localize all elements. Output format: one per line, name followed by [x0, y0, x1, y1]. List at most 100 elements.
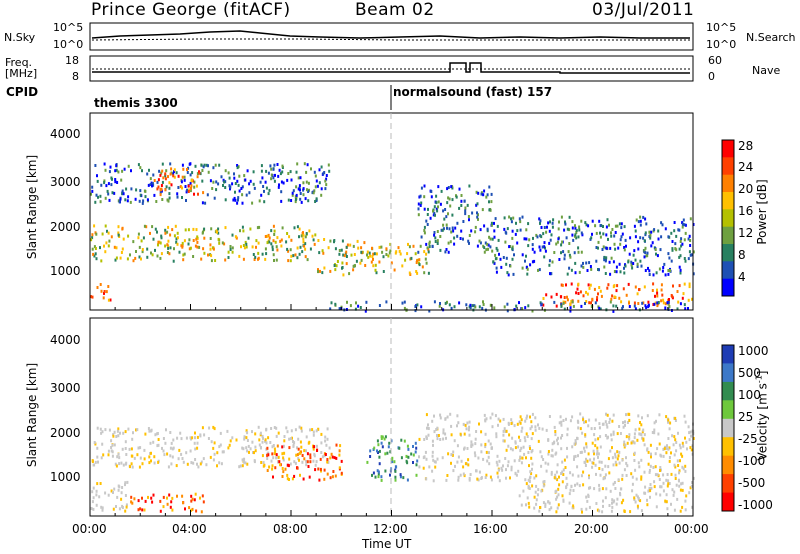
velocity-cbar-tick: -25 [738, 432, 758, 446]
colorbar-swatch [722, 209, 734, 228]
scatter-region-2 [130, 492, 205, 514]
power-colorbar-label: Power [dB] [755, 179, 769, 245]
scatter-region-5 [366, 242, 430, 276]
velocity-ytick: 3000 [50, 381, 81, 395]
scatter-region-1 [153, 167, 205, 197]
velocity-panel [90, 412, 695, 514]
x-tick: 12:00 [373, 522, 408, 536]
power-cbar-tick: 16 [738, 204, 754, 218]
x-tick: 20:00 [574, 522, 609, 536]
velocity-cbar-tick: -100 [738, 454, 766, 468]
colorbar-swatch [722, 381, 734, 401]
colorbar-swatch [722, 140, 734, 158]
scatter-region-5 [418, 412, 695, 483]
power-cbar-tick: 4 [738, 270, 746, 284]
power-ytick: 1000 [50, 264, 81, 278]
x-tick: 04:00 [172, 522, 207, 536]
colorbar-swatch [722, 261, 734, 280]
power-colorbar [721, 139, 735, 297]
freq-left-label-1: Freq. [5, 56, 33, 69]
noise-right-label: N.Search [746, 31, 796, 44]
colorbar-swatch [722, 157, 734, 176]
cpid-label: CPID [6, 85, 39, 99]
freq-right-tick-top: 60 [708, 54, 722, 67]
velocity-cbar-tick: -1000 [738, 498, 773, 512]
scatter-region-0 [91, 425, 331, 469]
colorbar-swatch [722, 244, 734, 262]
x-tick: 00:00 [72, 522, 107, 536]
beam-label: Beam 02 [355, 0, 435, 20]
freq-right-tick-bottom: 0 [708, 70, 715, 83]
x-tick: 00:00 [674, 522, 709, 536]
axis-ticks [89, 304, 694, 516]
velocity-cbar-tick: 100 [738, 388, 761, 402]
velocity-cbar-tick: -500 [738, 476, 766, 490]
velocity-colorbar [721, 344, 735, 512]
noise-sky-trace [91, 30, 690, 39]
velocity-cbar-tick: 1000 [738, 344, 769, 358]
cpid-program-2: normalsound (fast) 157 [393, 85, 553, 99]
nave-label: Nave [752, 64, 781, 77]
cpid-program-1: themis 3300 [94, 96, 178, 110]
scatter-region-6 [417, 184, 494, 254]
noise-search-trace [91, 38, 690, 41]
scatter-region-1 [90, 480, 129, 513]
power-cbar-tick: 28 [738, 139, 754, 153]
scatter-region-0 [90, 162, 331, 205]
freq-left-tick-top: 18 [65, 54, 79, 67]
scatter-region-7 [492, 215, 695, 277]
colorbar-swatch [722, 455, 734, 475]
colorbar-swatch [722, 400, 734, 420]
scatter-region-8 [542, 282, 693, 308]
freq-panel-frame [89, 55, 694, 82]
noise-left-tick-top: 10^5 [53, 21, 84, 34]
noise-left-label: N.Sky [4, 31, 36, 44]
colorbar-swatch [722, 278, 734, 297]
power-panel-frame [89, 112, 694, 311]
x-tick: 08:00 [273, 522, 308, 536]
noise-right-tick-bottom: 10^0 [706, 38, 737, 51]
station-title: Prince George (fitACF) [91, 0, 291, 20]
scatter-region-4 [366, 435, 419, 482]
scatter-region-2 [90, 224, 317, 263]
power-ytick: 2000 [50, 220, 81, 234]
power-cbar-tick: 8 [738, 248, 746, 262]
scatter-region-3 [266, 443, 343, 482]
power-panel [90, 162, 695, 313]
velocity-ytick: 1000 [50, 470, 81, 484]
noise-left-tick-bottom: 10^0 [53, 38, 84, 51]
colorbar-swatch [722, 226, 734, 245]
velocity-cbar-tick: 25 [738, 410, 754, 424]
power-ytick: 3000 [50, 175, 81, 189]
freq-left-label-2: [MHz] [5, 67, 38, 80]
colorbar-swatch [722, 437, 734, 457]
power-ylabel: Slant Range [km] [25, 154, 39, 260]
colorbar-swatch [722, 492, 734, 512]
scatter-region-4 [317, 238, 368, 277]
noise-panel-frame [89, 22, 694, 51]
colorbar-swatch [722, 474, 734, 493]
velocity-cbar-tick: 500 [738, 366, 761, 380]
velocity-ylabel: Slant Range [km] [25, 362, 39, 468]
colorbar-swatch [722, 174, 734, 193]
scatter-region-6 [518, 479, 694, 514]
colorbar-swatch [722, 418, 734, 438]
colorbar-swatch [722, 363, 734, 383]
noise-right-tick-top: 10^5 [706, 21, 737, 34]
power-cbar-tick: 20 [738, 182, 754, 196]
freq-left-tick-bottom: 8 [72, 70, 79, 83]
power-ytick: 4000 [50, 127, 81, 141]
velocity-panel-frame [89, 317, 694, 517]
velocity-ytick: 2000 [50, 426, 81, 440]
scatter-region-3 [90, 283, 112, 302]
power-cbar-tick: 24 [738, 160, 754, 174]
power-cbar-tick: 12 [738, 226, 754, 240]
date-label: 03/Jul/2011 [592, 0, 695, 20]
velocity-ytick: 4000 [50, 333, 81, 347]
x-tick: 16:00 [473, 522, 508, 536]
freq-trace [92, 62, 690, 74]
colorbar-swatch [722, 192, 734, 210]
x-axis-label: Time UT [362, 537, 412, 551]
colorbar-swatch [722, 345, 734, 364]
